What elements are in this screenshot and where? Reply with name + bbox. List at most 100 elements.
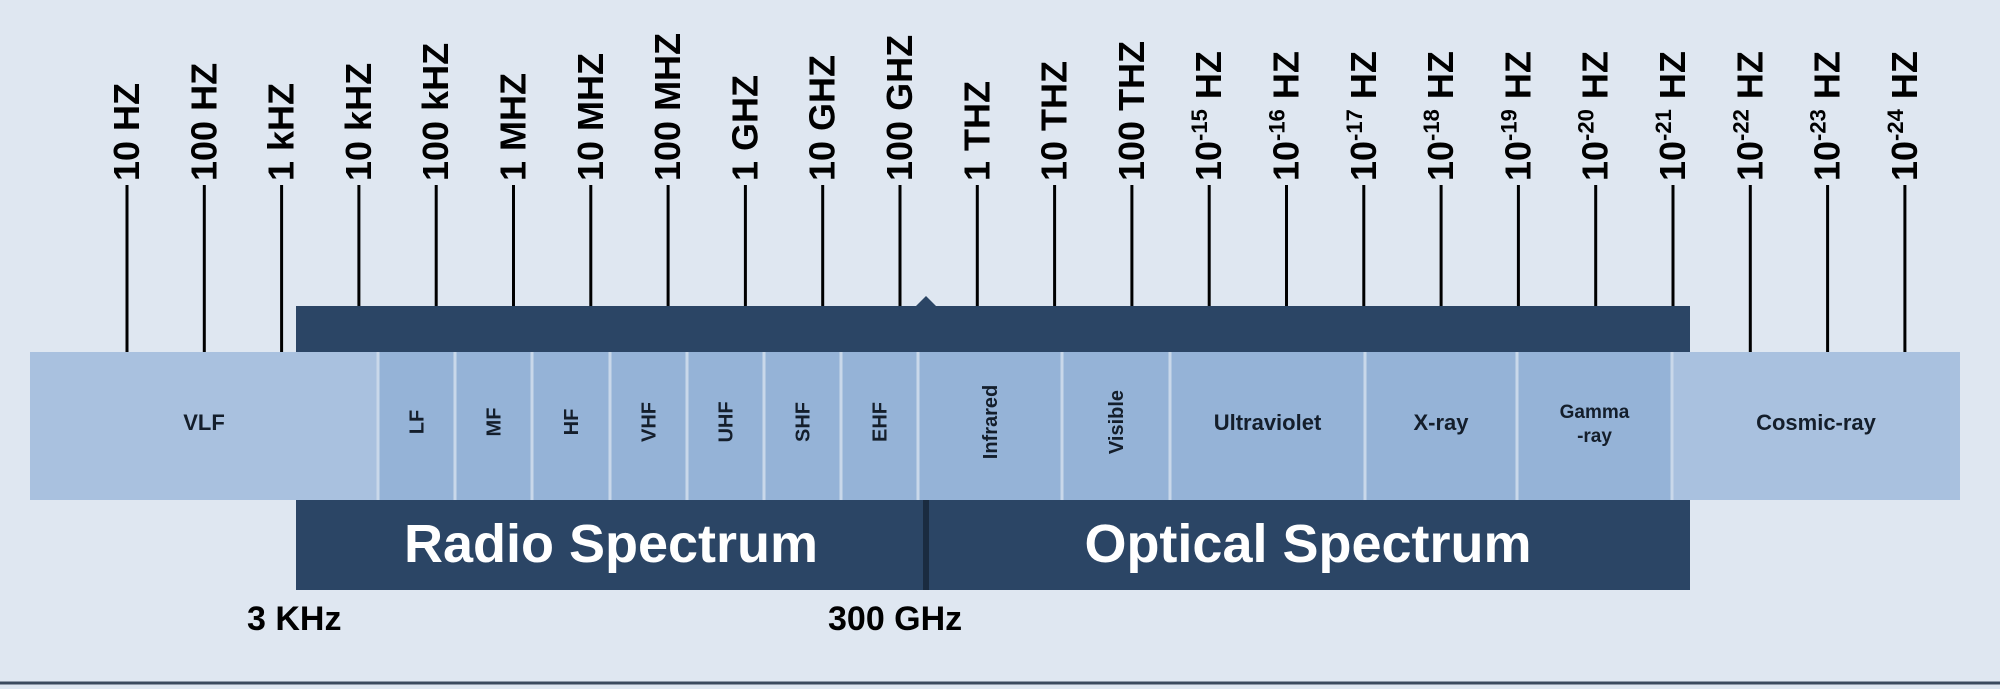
frequency-label: 1 MHZ [493, 73, 534, 181]
frequency-label-exponent: -16 [1265, 109, 1290, 141]
band-label-line: -ray [1577, 426, 1612, 447]
frequency-label: 10-17 HZ [1342, 51, 1384, 181]
frequency-label-base: 10 [1497, 141, 1538, 181]
band-cosmic-fill [1672, 352, 1960, 500]
frequency-label-exponent: -18 [1419, 109, 1444, 141]
frequency-label-unit: HZ [1729, 51, 1770, 109]
frequency-label-exponent: -22 [1728, 109, 1753, 141]
band-label-ehf: EHF [870, 402, 892, 442]
band-label-line: X-ray [1413, 410, 1469, 435]
frequency-label: 10-19 HZ [1496, 51, 1538, 181]
frequency-label-base: 10 [1343, 141, 1384, 181]
frequency-label-base: 10 MHZ [570, 53, 611, 181]
band-label-uhf: UHF [716, 401, 738, 442]
boundary-high-label: 300 GHz [828, 600, 962, 638]
band-dividers [376, 352, 1674, 500]
frequency-label-base: 10 GHZ [802, 55, 843, 181]
band-label-hf: HF [561, 409, 583, 436]
frequency-ticks [125, 185, 1907, 352]
frequency-label: 10 GHZ [802, 55, 843, 181]
band-label-lf: LF [407, 410, 429, 434]
band-label-gamma-ray: Gamma -ray [1560, 402, 1630, 447]
frequency-label-base: 10 [1807, 141, 1848, 181]
frequency-label-base: 100 HZ [183, 63, 224, 181]
frequency-label: 100 HZ [183, 63, 224, 181]
frequency-label-base: 1 THZ [956, 81, 997, 181]
frequency-label: 100 MHZ [647, 33, 688, 181]
frequency-label: 10-22 HZ [1728, 51, 1770, 181]
frequency-label-base: 100 kHZ [415, 43, 456, 181]
frequency-labels: 10 HZ 100 HZ 1 kHZ 10 kHZ 100 kHZ 1 MHZ 10 MHZ… [106, 33, 1925, 181]
frequency-label-unit: HZ [1575, 51, 1616, 109]
frequency-label-exponent: -19 [1496, 109, 1521, 141]
band-label-x-ray: X-ray [1413, 410, 1469, 435]
frequency-label: 100 GHZ [879, 35, 920, 181]
frequency-label: 10-23 HZ [1806, 51, 1848, 181]
frequency-label-exponent: -21 [1651, 109, 1676, 141]
frequency-label: 10-24 HZ [1883, 51, 1925, 181]
frequency-label-unit: HZ [1420, 51, 1461, 109]
frequency-label: 10-20 HZ [1574, 51, 1616, 181]
frequency-label: 10-15 HZ [1187, 51, 1229, 181]
frequency-label-unit: HZ [1266, 51, 1307, 109]
band-label-line: Ultraviolet [1214, 410, 1322, 435]
frequency-label-base: 10 [1188, 141, 1229, 181]
frequency-label-base: 10 [1575, 141, 1616, 181]
frequency-label: 10 HZ [106, 83, 147, 181]
frequency-label-base: 1 MHZ [493, 73, 534, 181]
frequency-label: 10 kHZ [338, 63, 379, 181]
frequency-label-base: 10 [1420, 141, 1461, 181]
band-label-infrared: Infrared [980, 385, 1002, 459]
band-labels: VLF LF MF HF VHF UHF SHF EHF Infrared Visible Ultr… [183, 385, 1876, 459]
radio-spectrum-title: Radio Spectrum [404, 514, 818, 574]
frequency-label: 10-16 HZ [1265, 51, 1307, 181]
band-label-cosmic-ray: Cosmic-ray [1756, 410, 1877, 435]
boundary-low-label: 3 KHz [247, 600, 341, 638]
frequency-label: 10 THZ [1034, 61, 1075, 181]
frequency-label-base: 100 THZ [1111, 41, 1152, 181]
group-join-notch [916, 296, 936, 306]
frequency-label: 1 GHZ [724, 75, 765, 181]
frequency-label-base: 100 MHZ [647, 33, 688, 181]
frequency-label: 10 MHZ [570, 53, 611, 181]
frequency-label: 1 kHZ [261, 83, 302, 181]
frequency-label-exponent: -17 [1342, 109, 1367, 141]
optical-spectrum-group [926, 490, 1690, 590]
band-strip [30, 352, 1960, 500]
frequency-label-base: 1 GHZ [724, 75, 765, 181]
band-label-visible: Visible [1106, 390, 1128, 454]
band-label-ultraviolet: Ultraviolet [1214, 410, 1322, 435]
frequency-label-unit: HZ [1188, 51, 1229, 109]
frequency-label-base: 10 kHZ [338, 63, 379, 181]
frequency-label-exponent: -24 [1883, 108, 1908, 141]
band-label-vlf: VLF [183, 410, 225, 435]
frequency-label: 100 kHZ [415, 43, 456, 181]
frequency-label-base: 10 THZ [1034, 61, 1075, 181]
band-label-line: Cosmic-ray [1756, 410, 1877, 435]
band-label-shf: SHF [793, 402, 815, 442]
band-label-line: VLF [183, 410, 225, 435]
frequency-label-base: 100 GHZ [879, 35, 920, 181]
frequency-label-base: 10 [1266, 141, 1307, 181]
frequency-label-base: 10 [1729, 141, 1770, 181]
frequency-label-unit: HZ [1652, 51, 1693, 109]
band-label-line: Gamma [1560, 402, 1630, 423]
frequency-label-exponent: -20 [1574, 109, 1599, 141]
frequency-label-base: 10 HZ [106, 83, 147, 181]
frequency-label: 1 THZ [956, 81, 997, 181]
optical-spectrum-title: Optical Spectrum [1084, 514, 1531, 574]
frequency-label-unit: HZ [1343, 51, 1384, 109]
frequency-label: 10-18 HZ [1419, 51, 1461, 181]
frequency-label-exponent: -23 [1806, 109, 1831, 141]
frequency-label-unit: HZ [1807, 51, 1848, 109]
frequency-label-base: 10 [1652, 141, 1693, 181]
frequency-label-base: 1 kHZ [261, 83, 302, 181]
frequency-label: 10-21 HZ [1651, 51, 1693, 181]
frequency-label: 100 THZ [1111, 41, 1152, 181]
band-label-mf: MF [484, 408, 506, 437]
frequency-label-unit: HZ [1884, 51, 1925, 109]
frequency-label-exponent: -15 [1187, 109, 1212, 141]
radio-spectrum-group [296, 490, 926, 590]
radio-spectrum-group-top [296, 306, 926, 358]
